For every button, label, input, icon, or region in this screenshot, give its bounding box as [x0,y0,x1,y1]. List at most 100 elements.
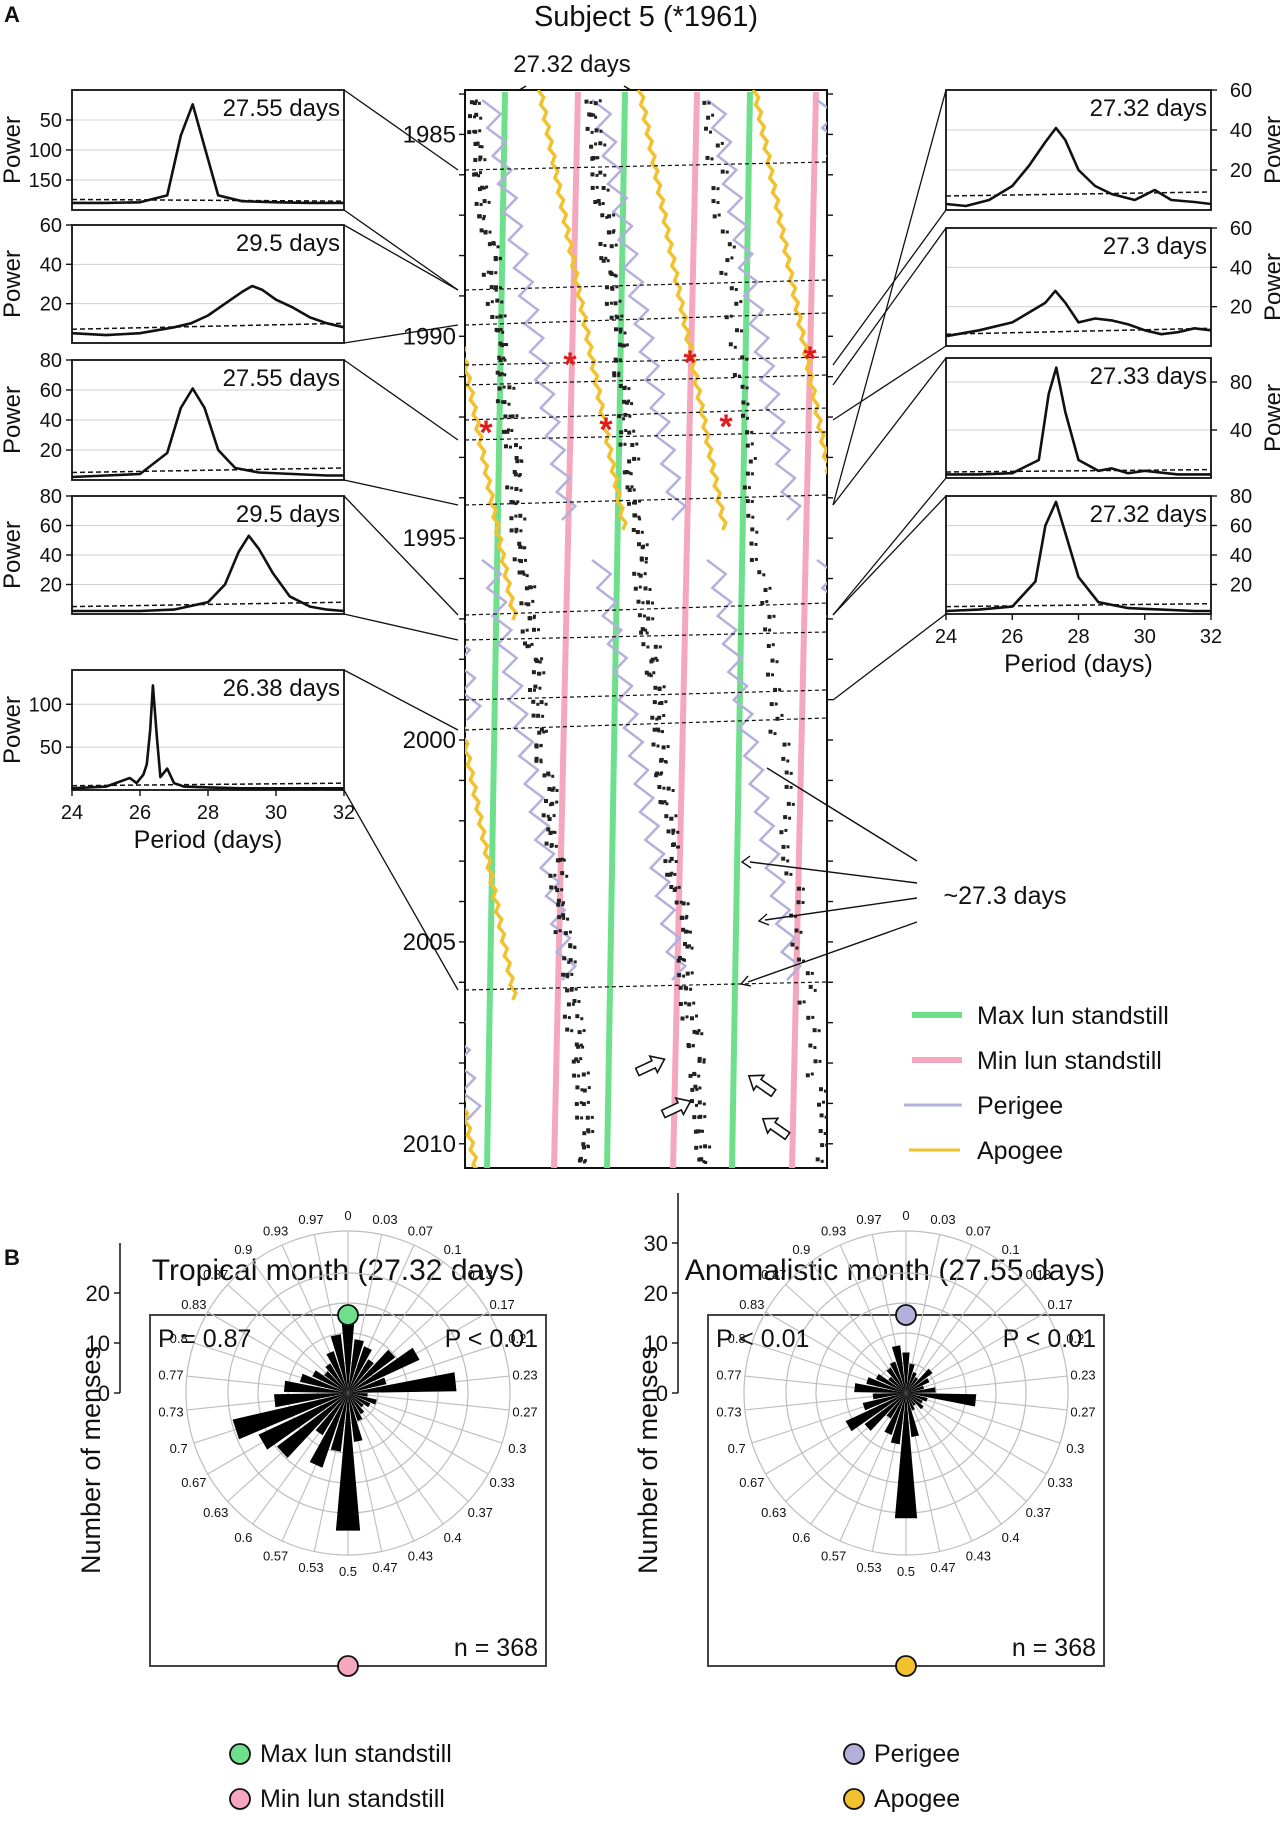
phase-label: 0.07 [408,1223,433,1238]
polar-bar [862,1393,906,1411]
menses-onset-dot [494,285,498,290]
periodogram-l3: 20 40 60 80 Power 27.55 days [0,350,345,481]
polar-y-tick-label: 10 [644,1331,668,1356]
polar-bar [864,1393,906,1431]
menses-onset-dot [651,601,654,605]
segment-separator [465,602,827,616]
menses-onset-dot [477,101,481,105]
phase-label: 0.27 [1070,1405,1095,1420]
menses-onset-dot [544,702,548,706]
polar-bar [906,1377,919,1393]
menses-onset-dot [671,828,676,833]
power-curve [946,366,1211,476]
menses-onset-dot [561,901,565,905]
menses-onset-dot [473,158,478,162]
menses-onset-dot [663,859,668,864]
menses-onset-dot [664,700,668,704]
menses-onset-dot [801,901,805,904]
menses-onset-dot [606,230,611,235]
menses-onset-dot [655,717,659,721]
menses-onset-dot [737,374,741,378]
polar-bar [906,1385,924,1393]
menses-onset-dot [659,772,663,776]
polar-bar [348,1393,363,1421]
raster-legend: Max lun standstill Min lun standstill Peri… [904,1002,1169,1165]
menses-onset-dot [674,814,678,818]
y-tick-label: 100 [29,140,62,162]
polar-legend-label: Apogee [874,1785,960,1813]
period-label: 29.5 days [236,230,340,257]
menses-onset-dot [593,200,598,204]
menses-onset-dot [638,573,643,578]
menses-onset-dot [671,831,675,835]
menses-onset-dot [505,429,510,434]
polar-spoke [347,1392,444,1525]
menses-onset-dot [629,472,633,476]
menses-onset-dot [519,446,522,450]
connector-line [343,324,459,344]
menses-onset-dot [703,1144,708,1149]
menses-onset-dot [605,285,609,290]
polar-bar [906,1393,915,1411]
power-curve [71,684,344,790]
menses-onset-dot [644,560,648,564]
menses-onset-dot [508,414,512,418]
menses-onset-dot [562,916,566,920]
power-curve [72,534,345,613]
connector-line [832,357,947,506]
connector-line [343,479,459,506]
menses-onset-dot [572,1073,577,1078]
perigee-line [465,1020,483,1121]
polar-bar [884,1393,906,1435]
menses-onset-dot [652,727,657,732]
menses-onset-dot [586,1100,590,1104]
asterisk-marker: * [683,344,697,382]
phase-label: 0.03 [930,1212,955,1227]
menses-onset-dot [509,445,512,449]
menses-onset-dot [593,101,598,106]
phase-label: 0.07 [966,1223,991,1238]
menses-onset-dot [644,628,648,632]
menses-onset-dot [531,713,536,718]
menses-onset-dot [519,559,523,564]
menses-onset-dot [632,488,636,492]
menses-onset-dot [686,1044,691,1049]
n-label: n = 368 [1012,1634,1096,1662]
connector-line [343,669,459,731]
polar-bar [335,1393,361,1531]
menses-onset-dot [638,585,642,589]
polar-bar [888,1376,906,1393]
menses-onset-dot [678,956,682,960]
polar-bar [277,1393,348,1458]
menses-onset-dot [571,1002,575,1006]
menses-onset-dot [693,1073,697,1077]
menses-onset-dot [542,730,546,734]
menses-onset-dot [664,760,667,763]
significance-threshold [945,327,1212,335]
menses-onset-dot [749,541,754,546]
menses-onset-dot [669,816,674,821]
segment-separator [465,431,827,441]
min-lunar-standstill-line [670,91,700,1168]
hollow-arrow [747,1074,777,1098]
phase-label: 0.73 [716,1405,741,1420]
menses-onset-dot [685,1015,689,1019]
menses-onset-dot [646,616,651,621]
menses-onset-dot [658,645,662,649]
phase-label: 0.77 [716,1367,741,1382]
menses-onset-dot [507,402,511,406]
menses-onset-dot [509,528,514,533]
menses-onset-dot [808,984,813,989]
menses-onset-dot [517,541,522,546]
phase-label: 0.4 [444,1530,462,1545]
polar-spoke [347,1392,510,1411]
menses-onset-dot [608,270,613,275]
menses-onset-dot [709,130,712,134]
menses-onset-dot [609,301,613,305]
y-tick-label: 50 [40,737,62,759]
periodogram-r2: 20 40 60 Power 27.3 days [945,218,1280,347]
menses-onset-dot [650,657,655,662]
polar-y-axis-label: Number of menses [76,1346,106,1574]
phase-label: 0.53 [856,1560,881,1575]
